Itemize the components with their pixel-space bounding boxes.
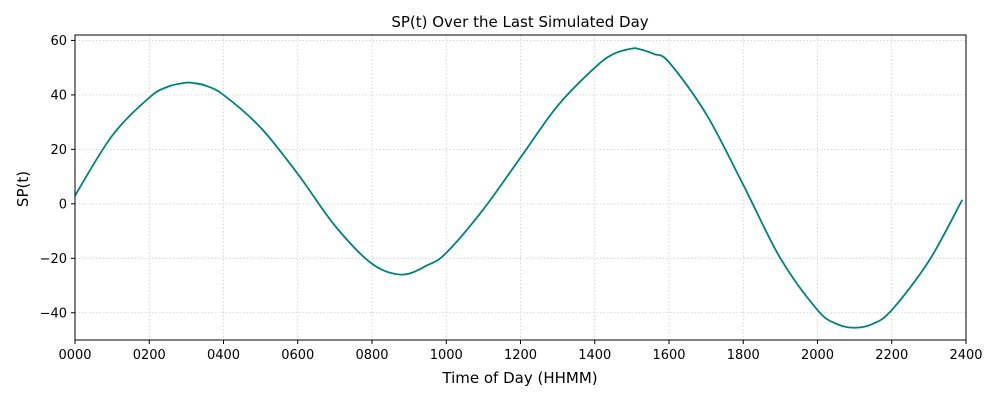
- y-tick-label: 60: [50, 34, 67, 49]
- x-tick-label: 0200: [133, 348, 166, 363]
- x-tick-label: 0400: [207, 348, 240, 363]
- line-layer: [74, 47, 964, 329]
- y-axis-label: SP(t): [14, 171, 32, 207]
- x-tick-label: 2200: [875, 348, 908, 363]
- x-tick-label: 1400: [578, 348, 611, 363]
- x-tick-label: 2000: [801, 348, 834, 363]
- chart-title: SP(t) Over the Last Simulated Day: [391, 13, 648, 31]
- x-tick-label: 2400: [949, 348, 982, 363]
- y-tick-label: 40: [50, 88, 67, 103]
- tick-layer: 0000 0200 0400 0600 0800 1000 1200 1400 1600 1800…: [40, 34, 983, 363]
- x-tick-label: 0600: [281, 348, 314, 363]
- y-tick-label: −20: [40, 252, 67, 267]
- x-tick-label: 1600: [652, 348, 685, 363]
- y-tick-label: 20: [50, 143, 67, 158]
- y-tick-label: 0: [59, 197, 67, 212]
- x-tick-label: 1800: [727, 348, 760, 363]
- series-line: [74, 47, 964, 329]
- x-axis-label: Time of Day (HHMM): [441, 369, 597, 387]
- x-tick-label: 0000: [58, 348, 91, 363]
- x-tick-label: 1000: [430, 348, 463, 363]
- x-tick-label: 1200: [504, 348, 537, 363]
- x-tick-label: 0800: [355, 348, 388, 363]
- y-tick-label: −40: [40, 306, 67, 321]
